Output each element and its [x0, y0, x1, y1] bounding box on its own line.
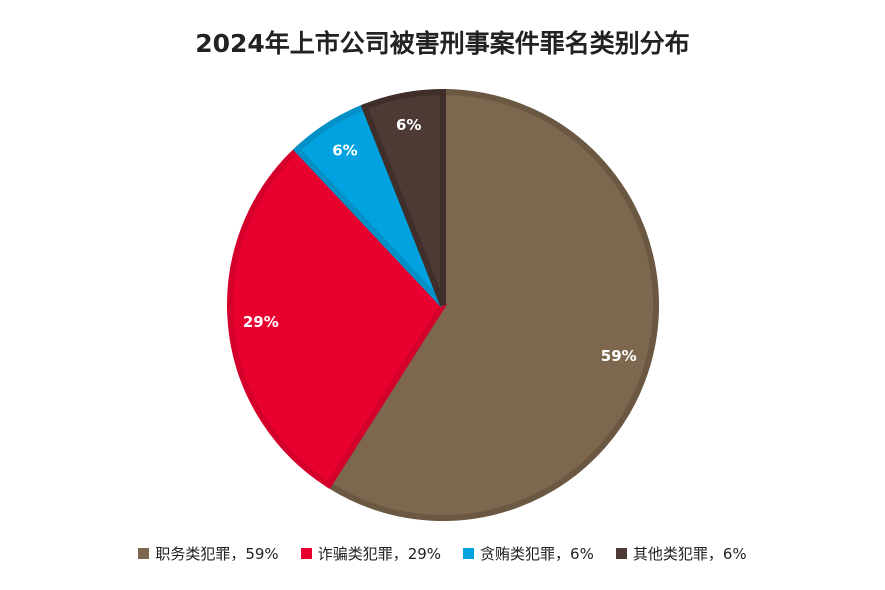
- legend-swatch-0: [138, 548, 150, 559]
- legend-item-0: 职务类犯罪，59%: [138, 543, 279, 564]
- legend-label-2: 贪贿类犯罪，6%: [480, 545, 594, 563]
- pie-slice-3: [360, 88, 446, 307]
- legend-swatch-1: [300, 548, 312, 559]
- chart-title: 2024年上市公司被害刑事案件罪名类别分布: [195, 29, 690, 58]
- legend-label-0: 职务类犯罪，59%: [155, 545, 279, 563]
- slice-value-label-3: 6%: [396, 116, 421, 134]
- legend-label-3: 其他类犯罪，6%: [632, 545, 747, 563]
- legend-label-1: 诈骗类犯罪，29%: [317, 545, 442, 563]
- slice-value-label-2: 6%: [332, 141, 357, 159]
- legend-item-1: 诈骗类犯罪，29%: [300, 543, 442, 564]
- slice-value-label-1: 29%: [243, 313, 279, 331]
- pie-slice-1: [227, 145, 447, 489]
- legend-item-3: 其他类犯罪，6%: [615, 543, 747, 564]
- pie-slice-0: [324, 88, 659, 521]
- legend-swatch-3: [615, 548, 627, 559]
- chart-legend: 职务类犯罪，59% 诈骗类犯罪，29% 贪贿类犯罪，6% 其他类犯罪，6%: [0, 543, 885, 564]
- legend-swatch-2: [463, 548, 475, 559]
- slice-value-label-0: 59%: [601, 347, 637, 365]
- legend-item-2: 贪贿类犯罪，6%: [463, 543, 594, 564]
